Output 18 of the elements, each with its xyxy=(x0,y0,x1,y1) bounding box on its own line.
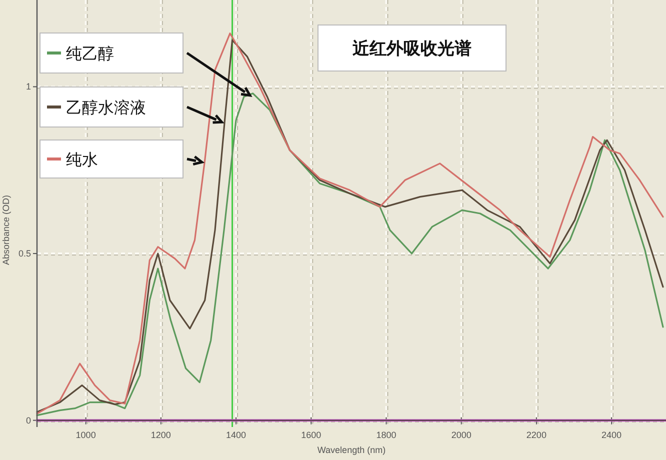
x-tick-label: 1400 xyxy=(226,430,246,440)
x-axis-title: Wavelength (nm) xyxy=(317,445,386,455)
x-tick-label: 1600 xyxy=(301,430,322,440)
x-tick-label: 1800 xyxy=(376,430,396,440)
x-tick-label: 2000 xyxy=(451,430,472,440)
legend-label: 乙醇水溶液 xyxy=(66,99,146,117)
y-tick-label: 0 xyxy=(26,415,31,426)
x-tick-label: 1000 xyxy=(76,430,96,440)
y-axis-title: Absorbance (OD) xyxy=(1,194,11,266)
x-tick-label: 1200 xyxy=(150,430,171,440)
x-tick-label: 2200 xyxy=(526,430,546,440)
x-tick-label: 2400 xyxy=(602,430,622,440)
legend-label: 纯乙醇 xyxy=(66,45,114,63)
legend-label: 纯水 xyxy=(66,151,98,169)
text: 近红外吸收光谱 xyxy=(352,39,472,58)
y-tick-label: 1 xyxy=(26,82,31,92)
y-tick-label: 0.5 xyxy=(18,248,31,259)
line-series xyxy=(36,92,664,416)
